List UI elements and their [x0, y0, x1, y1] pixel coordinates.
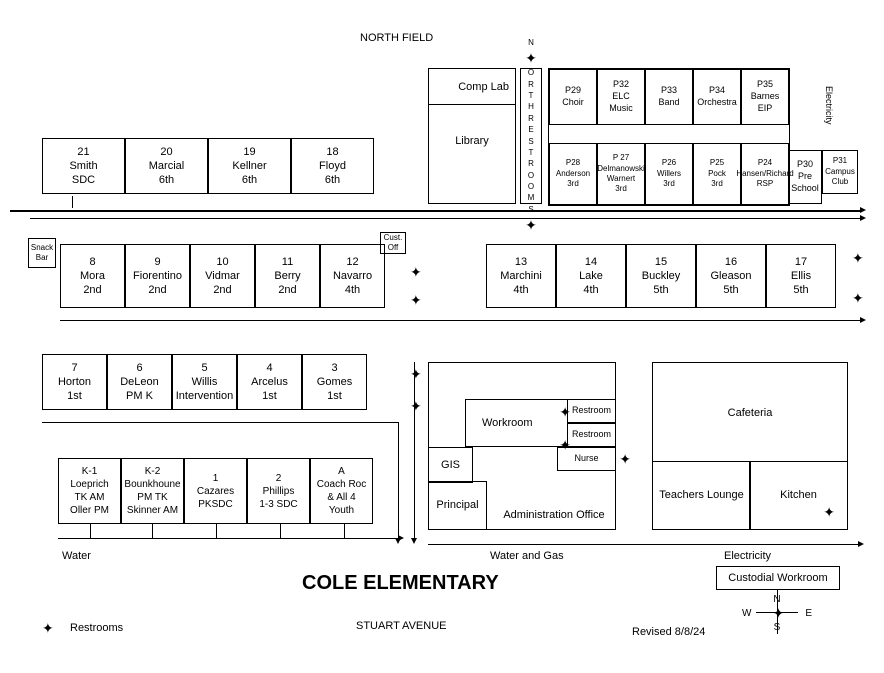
room: 3Gomes1st — [302, 354, 367, 410]
workroom-label: Workroom — [482, 417, 533, 429]
arrow-down-1 — [398, 422, 399, 538]
room: K-1LoeprichTK AMOller PM — [58, 458, 121, 524]
star-icon: ✦ — [410, 264, 422, 281]
school-title: COLE ELEMENTARY — [302, 572, 499, 595]
room: 21SmithSDC — [42, 138, 125, 194]
room: 11Berry2nd — [255, 244, 320, 308]
room: 5WillisIntervention — [172, 354, 237, 410]
stuart-ave-label: STUART AVENUE — [356, 620, 446, 632]
electricity-label-vert: Electricity — [824, 86, 834, 125]
p-top-row: P29ChoirP32ELCMusicP33BandP34OrchestraP3… — [549, 69, 789, 125]
cafeteria-label: Cafeteria — [728, 407, 773, 419]
revised-label: Revised 8/8/24 — [632, 626, 705, 638]
water-label: Water — [62, 550, 91, 562]
room: 4Arcelus1st — [237, 354, 302, 410]
custodial-workroom: Custodial Workroom — [716, 566, 840, 590]
admin-block: Workroom ✦ ✦ Restroom Restroom Nurse ✦ G… — [428, 362, 616, 530]
room: P34Orchestra — [693, 69, 741, 125]
room: 13Marchini4th — [486, 244, 556, 308]
library-block: Comp Lab Library — [428, 68, 516, 204]
room: 15Buckley5th — [626, 244, 696, 308]
room: K-2BounkhounePM TKSkinner AM — [121, 458, 184, 524]
room: P32ELCMusic — [597, 69, 645, 125]
line-row3 — [42, 422, 398, 423]
room: 16Gleason5th — [696, 244, 766, 308]
north-restrooms: N✦ORTH RESTROOMS ✦ — [520, 68, 542, 204]
p-bot-row: P28Anderson3rdP 27DelmanowskiWarnert3rdP… — [549, 143, 789, 205]
room: 1CazaresPKSDC — [184, 458, 247, 524]
room: 9Fiorentino2nd — [125, 244, 190, 308]
room: P29Choir — [549, 69, 597, 125]
comp-lab: Comp Lab — [458, 81, 509, 93]
room: P24Hansen/RichardRSP — [741, 143, 789, 205]
room: P28Anderson3rd — [549, 143, 597, 205]
star-icon: ✦ — [42, 620, 54, 637]
room: 12Navarro4th — [320, 244, 385, 308]
star-icon: ✦ — [410, 292, 422, 309]
room: ACoach Roc& All 4Youth — [310, 458, 373, 524]
room-p30: P30PreSchool — [788, 150, 822, 204]
north-field-label: NORTH FIELD — [360, 32, 433, 44]
room: 18Floyd6th — [291, 138, 374, 194]
row2b-container: 13Marchini4th14Lake4th15Buckley5th16Glea… — [486, 244, 836, 308]
electricity-label: Electricity — [724, 550, 771, 562]
room: P26Willers3rd — [645, 143, 693, 205]
snack-bar: Snack Bar — [28, 238, 56, 268]
star-icon: ✦ — [852, 250, 864, 267]
row2-container: 8Mora2nd9Fiorentino2nd10Vidmar2nd11Berry… — [60, 244, 385, 308]
star-icon: ✦ — [852, 290, 864, 307]
water-gas-label: Water and Gas — [490, 550, 564, 562]
arrow-line-1 — [10, 210, 860, 212]
room: 17Ellis5th — [766, 244, 836, 308]
room: P33Band — [645, 69, 693, 125]
legend-restrooms: Restrooms — [70, 622, 123, 634]
room: 20Marcial6th — [125, 138, 208, 194]
arrow-water — [58, 538, 398, 539]
room: P 27DelmanowskiWarnert3rd — [597, 143, 645, 205]
arrow-down-2 — [414, 362, 415, 538]
room: 6DeLeonPM K — [107, 354, 172, 410]
arrow-line-2 — [60, 320, 860, 321]
row3-container: 7Horton1st6DeLeonPM K5WillisIntervention… — [42, 354, 367, 410]
room: 19Kellner6th — [208, 138, 291, 194]
room: 7Horton1st — [42, 354, 107, 410]
row1-container: 21SmithSDC20Marcial6th19Kellner6th18Floy… — [42, 138, 374, 194]
arrow-line-1b — [30, 218, 860, 219]
star-icon: ✦ — [410, 366, 422, 383]
row4-connectors — [70, 524, 380, 538]
star-icon: ✦ — [410, 398, 422, 415]
library-label: Library — [455, 135, 489, 147]
room: 2Phillips1-3 SDC — [247, 458, 310, 524]
caf-block: Cafeteria Teachers Lounge Kitchen ✦ — [652, 362, 848, 530]
p-rooms-block: P29ChoirP32ELCMusicP33BandP34OrchestraP3… — [548, 68, 790, 206]
room: 10Vidmar2nd — [190, 244, 255, 308]
room: 14Lake4th — [556, 244, 626, 308]
arrow-water-gas — [428, 544, 858, 545]
admin-office-label: Administration Office — [499, 509, 609, 521]
room: 8Mora2nd — [60, 244, 125, 308]
room-p31: P31CampusClub — [822, 150, 858, 194]
row4-container: K-1LoeprichTK AMOller PMK-2BounkhounePM … — [58, 458, 373, 524]
room: P25Pock3rd — [693, 143, 741, 205]
room: P35BarnesEIP — [741, 69, 789, 125]
